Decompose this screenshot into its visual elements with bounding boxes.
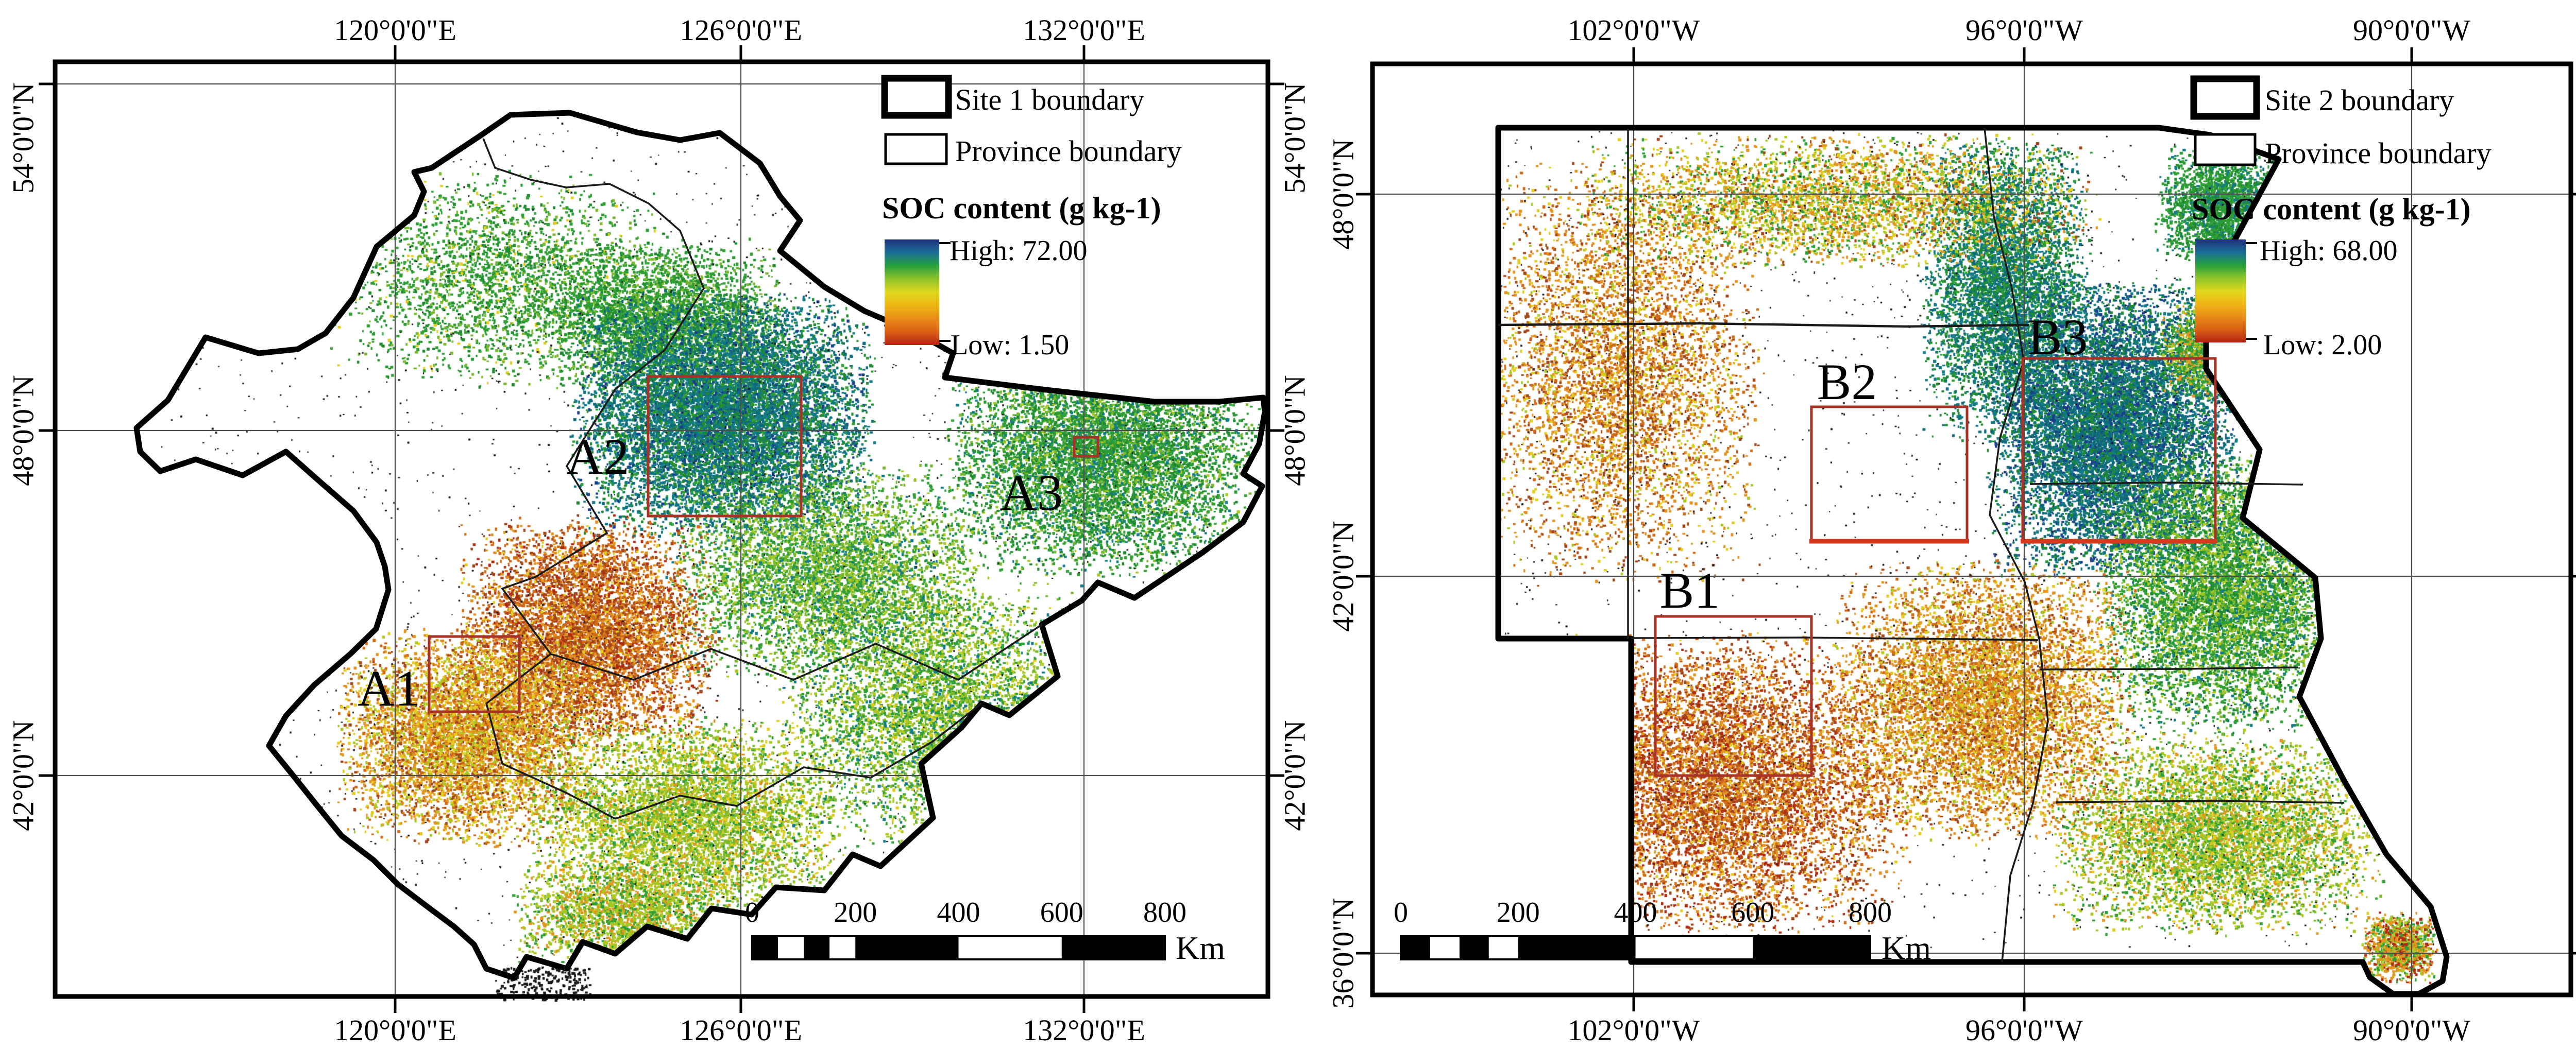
- scalebar-unit-label: Km: [1882, 930, 1931, 966]
- sample-area-box: [1654, 615, 1813, 777]
- province-boundary-line: [1631, 637, 2039, 641]
- left-legend: Site 1 boundary Province boundary SOC co…: [881, 75, 1182, 361]
- scalebar-unit-label: Km: [1176, 930, 1225, 966]
- scalebar-segment: [1061, 936, 1165, 959]
- scalebar-number: 400: [1614, 897, 1657, 928]
- scalebar-outline: [1400, 935, 1871, 960]
- map-frame: [1370, 61, 2573, 998]
- lon-label-bottom-1: 96°0'0"W: [1965, 1013, 2083, 1047]
- province-boundary-line: [1498, 322, 2029, 328]
- sample-area-label: B1: [1660, 562, 1720, 619]
- map-frame: [53, 59, 1270, 999]
- boundary-layer: [133, 110, 2450, 997]
- sample-area-box: [428, 635, 521, 713]
- sample-area-box: [1073, 436, 1099, 458]
- lat-label-left-0: 54°0'0"N: [6, 82, 40, 193]
- sample-area-box: [647, 375, 803, 518]
- site1-legend-label: Site 1 boundary: [955, 83, 1144, 116]
- site2-boundary-swatch: [2190, 75, 2260, 120]
- lon-label-top-1: 96°0'0"W: [1965, 13, 2083, 47]
- province-boundary-line: [482, 138, 705, 820]
- color-ramp: [2195, 239, 2246, 342]
- scalebar-segment: [778, 936, 804, 959]
- scalebar-segment: [1753, 936, 1870, 959]
- scalebar-outline: [751, 935, 1166, 960]
- province-boundary-line: [2029, 481, 2303, 486]
- right-legend: Site 2 boundary Province boundary SOC co…: [2190, 75, 2492, 361]
- lat-label-left-0: 48°0'0"N: [1326, 139, 1360, 249]
- lon-label-bottom-2: 132°0'0"E: [1023, 1013, 1145, 1047]
- scalebar-number: 600: [1040, 897, 1083, 928]
- scalebar-number: 200: [834, 897, 877, 928]
- province-boundary-line: [2055, 800, 2345, 804]
- province-boundary-line: [615, 702, 982, 820]
- lon-label-bottom-0: 102°0'0"W: [1567, 1013, 1700, 1047]
- scalebar-segment: [1401, 936, 1430, 959]
- soc-content-title: SOC content (g kg-1): [882, 191, 1161, 225]
- scalebar-number: 0: [745, 897, 759, 928]
- site1-boundary-outline: [133, 110, 1268, 981]
- scalebar-segment: [829, 936, 856, 959]
- province-boundary-swatch: [2194, 133, 2257, 166]
- lat-label-right-0: 54°0'0"N: [1278, 82, 1311, 193]
- lon-label-top-0: 120°0'0"E: [334, 13, 456, 47]
- sample-area-layer: A1 A2 A3 B1 B2 B3: [358, 308, 2217, 777]
- site2-legend-label: Site 2 boundary: [2265, 83, 2454, 117]
- axes-layer: 120°0'0"E 120°0'0"E 126°0'0"E 126°0'0"E 132°…: [6, 13, 2576, 1047]
- lon-label-bottom-0: 120°0'0"E: [334, 1013, 456, 1047]
- soc-content-title: SOC content (g kg-1): [2192, 192, 2471, 226]
- lon-label-top-2: 132°0'0"E: [1023, 13, 1145, 47]
- scalebar-segment: [1518, 936, 1636, 959]
- lon-label-top-1: 126°0'0"E: [680, 13, 802, 47]
- lat-label-left-2: 36°0'0"N: [1326, 898, 1360, 1008]
- lon-label-top-0: 102°0'0"W: [1567, 13, 1700, 47]
- lon-label-top-2: 90°0'0"W: [2353, 13, 2470, 47]
- scalebar-segment: [1635, 936, 1753, 959]
- scalebar-segment: [1430, 936, 1460, 959]
- scalebar-segment: [752, 936, 778, 959]
- province-boundary-line: [550, 624, 1042, 681]
- lon-label-bottom-1: 126°0'0"E: [680, 1013, 802, 1047]
- province-legend-label: Province boundary: [955, 134, 1182, 168]
- sample-area-box: [2021, 357, 2217, 543]
- color-ramp: [885, 239, 939, 345]
- graticule-layer: [55, 62, 2571, 996]
- scalebar-segment: [855, 936, 959, 959]
- province-legend-label: Province boundary: [2265, 136, 2492, 170]
- lat-label-left-1: 48°0'0"N: [6, 375, 40, 486]
- scalebar-number: 400: [937, 897, 980, 928]
- scalebar-segment: [804, 936, 830, 959]
- province-boundary-line: [1984, 127, 2049, 962]
- province-boundary-line: [2040, 666, 2298, 670]
- scalebar-segment: [1488, 936, 1518, 959]
- soc-low-label: Low: 1.50: [951, 329, 1069, 361]
- sample-area-label: B2: [1817, 353, 1877, 410]
- lat-label-left-2: 42°0'0"N: [6, 720, 40, 831]
- sample-area-label: A2: [566, 428, 629, 485]
- scalebar-number: 800: [1143, 897, 1187, 928]
- soc-high-label: High: 72.00: [950, 235, 1088, 267]
- scalebar-number: 200: [1497, 897, 1540, 928]
- soc-low-label: Low: 2.00: [2263, 329, 2382, 361]
- lat-label-left-1: 42°0'0"N: [1326, 521, 1360, 631]
- scalebar-number: 800: [1849, 897, 1892, 928]
- scalebar-segment: [1459, 936, 1489, 959]
- scalebar-number: 0: [1394, 897, 1408, 928]
- lon-label-bottom-2: 90°0'0"W: [2353, 1013, 2470, 1047]
- sample-area-label: A1: [358, 660, 420, 717]
- scalebar-number: 600: [1731, 897, 1774, 928]
- site1-boundary-swatch: [881, 75, 952, 119]
- province-boundary-swatch: [884, 133, 948, 165]
- soc-high-label: High: 68.00: [2260, 235, 2398, 267]
- sample-area-label: A3: [1000, 464, 1063, 521]
- lat-label-right-2: 42°0'0"N: [1278, 720, 1311, 831]
- lat-label-right-1: 48°0'0"N: [1278, 375, 1311, 486]
- sample-area-box: [1810, 405, 1969, 543]
- scalebar-segment: [958, 936, 1062, 959]
- sample-area-label: B3: [2028, 308, 2088, 366]
